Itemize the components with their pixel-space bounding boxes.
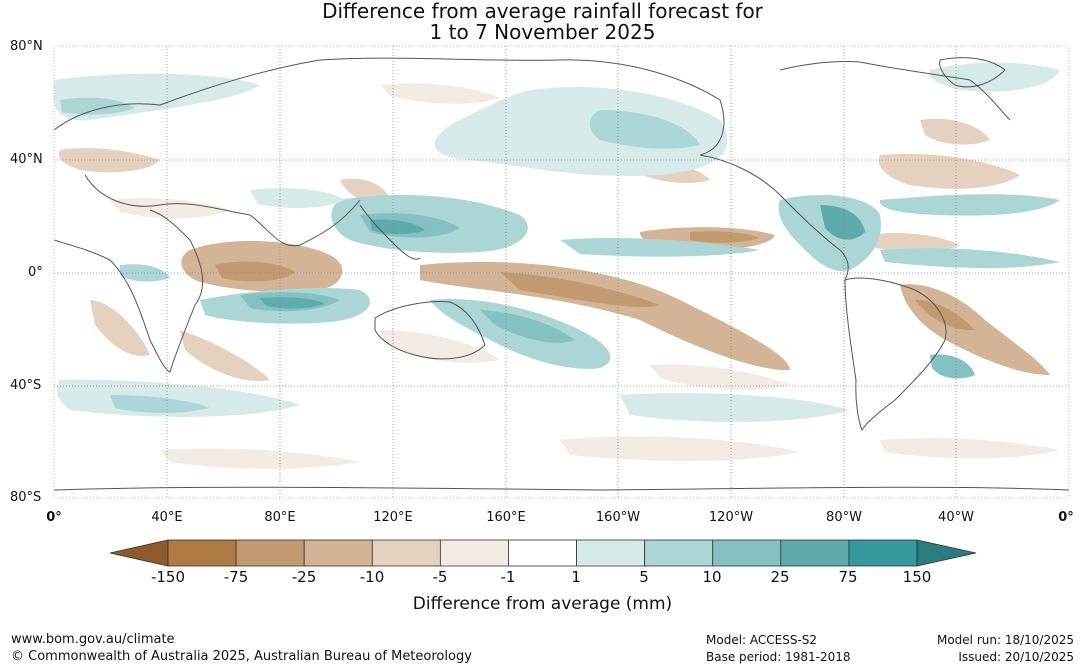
footer-model-run: Model run: 18/10/2025	[936, 633, 1074, 647]
colorbar-bin	[371, 539, 441, 567]
colorbar-bin	[235, 539, 305, 567]
lon-label-80w: 80°W	[826, 510, 862, 525]
footer-base-period: Base period: 1981-2018	[706, 650, 851, 664]
colorbar-bin	[167, 539, 237, 567]
colorbar-tick-label: -150	[150, 568, 186, 586]
wetter-than-average-regions	[54, 62, 1060, 422]
colorbar-tick-label: 25	[770, 568, 790, 586]
lon-label-120e: 120°E	[373, 510, 413, 525]
colorbar-tick-label: -75	[223, 568, 249, 586]
footer-issued: Issued: 20/10/2025	[958, 650, 1074, 664]
colorbar-tick-label: 150	[902, 568, 932, 586]
graticule	[54, 46, 1069, 498]
colorbar-bin	[848, 539, 918, 567]
lon-label-160e: 160°E	[486, 510, 526, 525]
colorbar	[109, 539, 977, 567]
colorbar-title: Difference from average (mm)	[412, 594, 673, 614]
colorbar-bin	[712, 539, 782, 567]
lon-label-0-right: 0°	[1058, 510, 1074, 525]
colorbar-tick-label: -1	[500, 568, 516, 586]
colorbar-tick-label: 75	[838, 568, 858, 586]
lat-label-80n: 80°N	[10, 39, 43, 54]
colorbar-bin	[644, 539, 714, 567]
lat-label-80s: 80°S	[10, 490, 42, 505]
footer-website[interactable]: www.bom.gov.au/climate	[11, 632, 175, 647]
lon-label-80e: 80°E	[264, 510, 296, 525]
lat-label-40s: 40°S	[10, 378, 42, 393]
colorbar-tick-label: -10	[359, 568, 385, 586]
lon-label-120w: 120°W	[708, 510, 754, 525]
colorbar-bin	[780, 539, 850, 567]
colorbar-bin	[303, 539, 373, 567]
lon-label-160w: 160°W	[595, 510, 641, 525]
colorbar-below-min-arrow	[109, 539, 169, 567]
colorbar-bin	[576, 539, 646, 567]
coastlines	[54, 57, 1069, 491]
colorbar-tick-label: 5	[639, 568, 649, 586]
lat-label-equator: 0°	[28, 265, 43, 280]
map-title-line-2: 1 to 7 November 2025	[429, 20, 656, 44]
colorbar-bin	[508, 539, 577, 567]
footer-copyright: © Commonwealth of Australia 2025, Austra…	[11, 649, 472, 664]
lon-label-0-left: 0°	[46, 510, 62, 525]
map-title-line-1: Difference from average rainfall forecas…	[322, 0, 763, 23]
footer-model: Model: ACCESS-S2	[706, 633, 818, 647]
lat-label-40n: 40°N	[10, 152, 43, 167]
colorbar-tick-label: -5	[432, 568, 448, 586]
map-frame	[53, 45, 1070, 499]
colorbar-tick-label: 1	[571, 568, 581, 586]
colorbar-above-max-arrow	[916, 539, 977, 567]
rainfall-anomaly-map	[53, 45, 1070, 499]
colorbar-tick-label: -25	[291, 568, 317, 586]
colorbar-bin	[439, 539, 509, 567]
colorbar-tick-label: 10	[702, 568, 722, 586]
lon-label-40e: 40°E	[151, 510, 183, 525]
lon-label-40w: 40°W	[938, 510, 974, 525]
